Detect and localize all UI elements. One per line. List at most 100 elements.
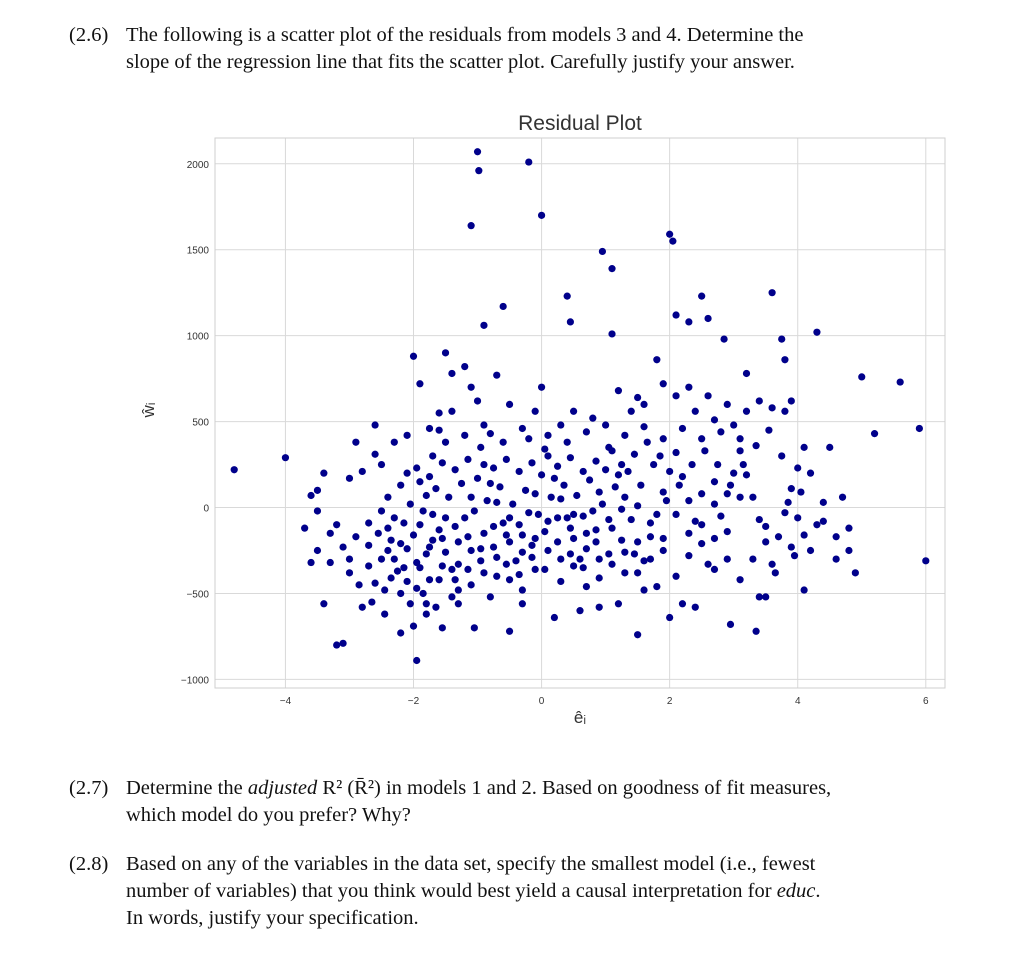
scatter-point <box>557 577 565 586</box>
scatter-point <box>365 519 373 527</box>
scatter-point <box>653 510 661 519</box>
scatter-point <box>573 491 581 500</box>
scatter-point <box>534 510 542 519</box>
scatter-point <box>698 540 706 548</box>
y-tick-label: 1500 <box>187 246 210 257</box>
y-tick-label: −1000 <box>181 675 210 686</box>
y-tick-label: −500 <box>186 589 209 600</box>
scatter-point <box>672 572 680 580</box>
text-run: Determine the <box>126 777 248 799</box>
scatter-point <box>505 400 514 409</box>
question-text: Determine the adjusted R² (R̄²) in model… <box>126 775 996 829</box>
scatter-point <box>653 582 661 591</box>
scatter-point <box>467 493 475 501</box>
scatter-point <box>717 512 725 520</box>
scatter-point <box>486 430 494 438</box>
scatter-point <box>451 466 459 474</box>
scatter-point <box>621 569 629 577</box>
scatter-point <box>726 620 735 629</box>
scatter-point <box>547 493 555 501</box>
scatter-point <box>384 546 392 555</box>
scatter-point <box>537 211 546 219</box>
scatter-point <box>475 167 483 175</box>
scatter-point <box>922 557 930 565</box>
scatter-point <box>643 438 651 446</box>
scatter-point <box>614 600 623 608</box>
scatter-point <box>393 567 402 575</box>
scatter-point <box>384 524 392 532</box>
scatter-point <box>656 452 664 460</box>
scatter-point <box>838 493 847 501</box>
scatter-point <box>595 555 603 563</box>
scatter-point <box>313 486 322 494</box>
scatter-point <box>787 543 795 551</box>
scatter-point <box>662 497 671 505</box>
scatter-point <box>563 292 571 300</box>
x-tick-label: 2 <box>667 696 673 707</box>
scatter-point <box>659 546 667 555</box>
question-number: (2.6) <box>69 24 109 46</box>
scatter-point <box>723 555 731 563</box>
scatter-point <box>422 600 430 608</box>
scatter-point <box>429 510 437 519</box>
scatter-point <box>598 247 607 256</box>
scatter-point <box>320 469 328 477</box>
scatter-point <box>858 373 866 381</box>
scatter-point <box>598 500 607 508</box>
scatter-point <box>358 467 366 476</box>
scatter-point <box>800 586 808 594</box>
scatter-point <box>397 481 405 489</box>
scatter-point <box>345 474 354 482</box>
scatter-point <box>448 407 456 415</box>
scatter-point <box>384 493 392 501</box>
scatter-point <box>710 534 719 543</box>
scatter-point <box>659 380 667 388</box>
scatter-point <box>480 421 488 429</box>
scatter-point <box>787 485 795 493</box>
question-number: (2.7) <box>69 777 109 799</box>
scatter-point <box>371 421 379 429</box>
scatter-point <box>704 560 712 568</box>
scatter-point <box>365 541 373 549</box>
scatter-point <box>381 610 389 618</box>
scatter-point <box>710 478 719 486</box>
plot-area-frame <box>214 137 946 689</box>
scatter-point <box>666 613 674 622</box>
scatter-point <box>627 515 635 524</box>
scatter-point <box>765 426 773 434</box>
scatter-point <box>634 393 642 402</box>
scatter-point <box>374 529 382 537</box>
scatter-point <box>614 471 623 479</box>
scatter-point <box>621 548 629 556</box>
text-run: . <box>815 880 821 902</box>
scatter-point <box>646 519 655 527</box>
scatter-point <box>445 493 453 501</box>
scatter-point <box>669 237 677 245</box>
scatter-point <box>528 541 536 549</box>
scatter-point <box>371 450 379 458</box>
scatter-point <box>595 574 603 582</box>
scatter-point <box>377 555 386 563</box>
scatter-point <box>541 565 549 574</box>
scatter-point <box>515 570 523 579</box>
scatter-point <box>566 550 574 558</box>
scatter-point <box>470 507 478 515</box>
y-tick-labels: −1000 −500 0 500 1000 1500 2000 <box>181 160 210 687</box>
scatter-point <box>602 421 610 429</box>
scatter-point <box>477 557 485 565</box>
scatter-point <box>749 555 757 563</box>
scatter-point <box>480 460 488 469</box>
scatter-point <box>493 553 501 561</box>
scatter-point <box>566 454 574 462</box>
scatter-point <box>541 527 549 536</box>
scatter-point <box>704 392 712 400</box>
scatter-point <box>576 555 584 563</box>
scatter-point <box>576 607 584 615</box>
y-tick-label: 0 <box>203 504 209 515</box>
scatter-point <box>762 522 770 531</box>
scatter-point <box>614 387 623 395</box>
scatter-point <box>605 515 613 524</box>
scatter-point <box>710 500 719 508</box>
scatter-point <box>781 509 789 517</box>
scatter-point <box>672 448 680 457</box>
